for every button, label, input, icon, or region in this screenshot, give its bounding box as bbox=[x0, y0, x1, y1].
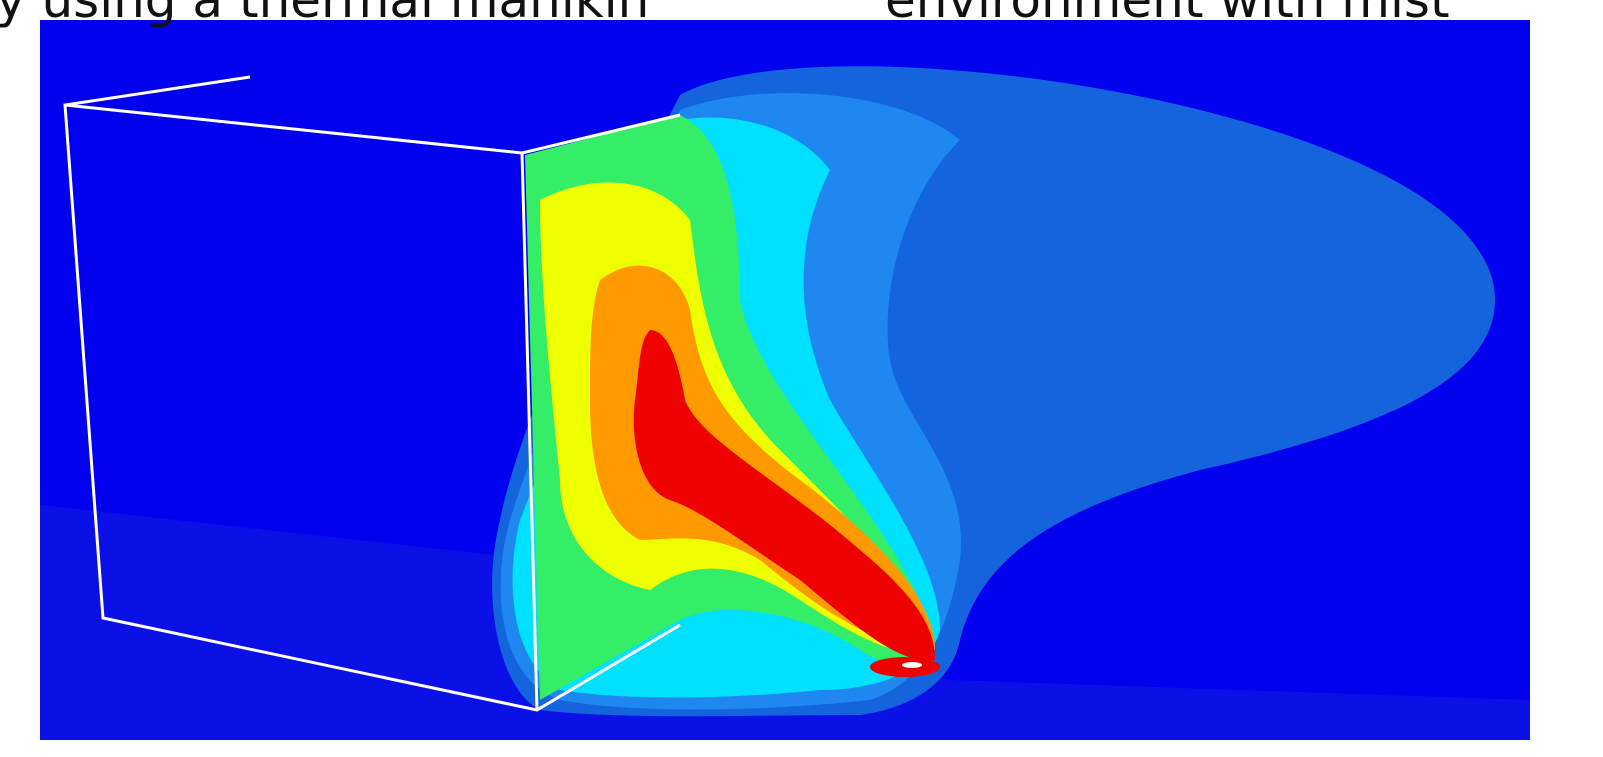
header-left-text: y using a thermal manikin bbox=[0, 0, 650, 29]
source-core bbox=[902, 662, 922, 668]
header-right-text: environment with mist bbox=[885, 0, 1450, 29]
floor bbox=[40, 505, 1530, 740]
contour-level-7 bbox=[633, 330, 935, 661]
manikin-box bbox=[63, 75, 681, 712]
